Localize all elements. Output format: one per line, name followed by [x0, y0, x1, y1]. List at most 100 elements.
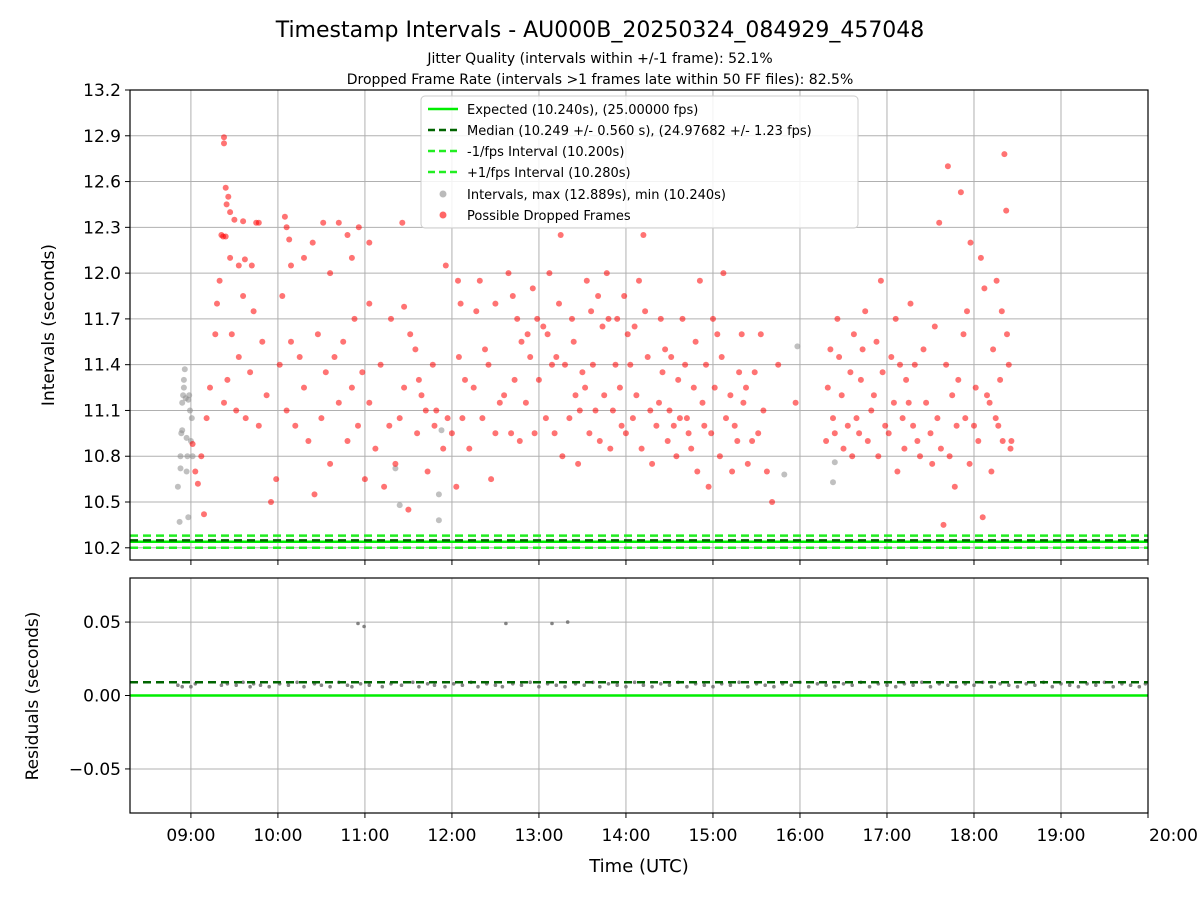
- dropped-frame-point: [586, 430, 593, 437]
- dropped-frame-point: [212, 331, 219, 338]
- dropped-frame-point: [488, 476, 495, 483]
- legend-expected-label: Expected (10.240s), (25.00000 fps): [467, 103, 698, 118]
- dropped-frame-point: [214, 300, 220, 307]
- residual-point: [234, 683, 238, 687]
- residual-point: [1050, 684, 1055, 689]
- dropped-frame-point: [984, 392, 990, 399]
- dropped-frame-point: [335, 399, 342, 406]
- dropped-frame-point: [897, 361, 903, 368]
- dropped-frame-point: [348, 254, 355, 261]
- dropped-frame-point: [885, 430, 892, 437]
- dropped-frame-point: [222, 184, 229, 191]
- dropped-frame-point: [522, 399, 529, 406]
- dropped-frame-point: [207, 384, 213, 391]
- dropped-frame-point: [366, 399, 373, 406]
- dropped-frame-point: [831, 430, 838, 437]
- residual-point: [563, 684, 567, 689]
- chart-title: Timestamp Intervals - AU000B_20250324_08…: [275, 18, 925, 43]
- dropped-frame-point: [981, 285, 988, 292]
- interval-point: [189, 453, 196, 460]
- dropped-frame-point: [640, 232, 647, 238]
- dropped-frame-point: [279, 293, 286, 299]
- y-tick-label: 0.00: [83, 687, 121, 707]
- residual-point: [763, 683, 767, 687]
- dropped-frame-point: [616, 384, 623, 391]
- residual-point: [302, 684, 306, 689]
- dropped-frame-point: [576, 407, 583, 414]
- dropped-frame-point: [572, 392, 579, 399]
- dropped-frame-point: [827, 346, 834, 353]
- dropped-frame-point: [485, 361, 492, 368]
- dropped-frame-point: [546, 270, 553, 277]
- dropped-frame-point: [227, 209, 234, 216]
- residual-point: [248, 684, 252, 689]
- dropped-frame-point: [292, 422, 299, 429]
- dropped-frame-point: [453, 483, 460, 490]
- dropped-frame-point: [975, 438, 982, 444]
- residual-point: [328, 684, 332, 689]
- dropped-frame-point: [990, 346, 997, 353]
- dropped-frame-point: [386, 422, 393, 429]
- dropped-frame-point: [551, 430, 558, 437]
- interval-point: [185, 514, 192, 521]
- dropped-frame-point: [320, 219, 327, 226]
- residual-point: [565, 620, 570, 624]
- dropped-frame-point: [705, 483, 712, 490]
- dropped-frame-point: [755, 430, 762, 437]
- dropped-frame-point: [864, 438, 871, 444]
- interval-point: [183, 434, 190, 441]
- dropped-frame-point: [288, 262, 294, 269]
- dropped-frame-point: [679, 315, 686, 322]
- dropped-frame-point: [259, 338, 266, 345]
- intervals-x-axis: [190, 560, 1149, 565]
- dropped-frame-point: [857, 376, 864, 383]
- dropped-frame-point: [720, 270, 727, 277]
- dropped-frame-point: [221, 134, 227, 141]
- dropped-frame-point: [703, 361, 709, 368]
- interval-point: [176, 518, 183, 525]
- x-tick-label: 15:00: [688, 826, 737, 846]
- dropped-frame-point: [614, 315, 621, 322]
- dropped-frame-point: [511, 376, 518, 383]
- dropped-frame-point: [553, 354, 560, 360]
- interval-point: [179, 427, 186, 434]
- dropped-frame-point: [476, 277, 483, 284]
- residual-point: [615, 683, 619, 687]
- dropped-frame-point: [840, 445, 847, 452]
- dropped-frame-point: [972, 384, 979, 391]
- dropped-frame-point: [850, 331, 857, 338]
- dropped-frame-point: [355, 224, 362, 231]
- dropped-frame-point: [424, 468, 431, 475]
- dropped-frame-point: [853, 415, 860, 422]
- dropped-frame-point: [240, 293, 247, 299]
- residual-point: [989, 684, 994, 689]
- dropped-frame-point: [699, 399, 706, 406]
- dropped-frame-point: [668, 354, 675, 360]
- residual-point: [1033, 683, 1037, 687]
- dropped-frame-point: [743, 384, 749, 391]
- dropped-frame-point: [429, 361, 436, 368]
- dropped-frame-point: [937, 445, 944, 452]
- residual-point: [411, 680, 415, 685]
- interval-point: [180, 376, 187, 383]
- dropped-frame-point: [518, 338, 525, 345]
- residual-point: [1076, 684, 1081, 689]
- dropped-frame-point: [247, 369, 254, 376]
- dropped-frame-point: [388, 315, 394, 322]
- dropped-frame-point: [377, 361, 384, 368]
- dropped-frame-point: [992, 415, 999, 422]
- dropped-frame-point: [740, 399, 747, 406]
- dropped-frame-point: [401, 384, 408, 391]
- dropped-frame-point: [263, 392, 270, 399]
- legend-plus-fps-label: +1/fps Interval (10.280s): [467, 166, 631, 181]
- dropped-frame-point: [473, 308, 480, 315]
- residual-point: [432, 683, 437, 687]
- dropped-frame-point: [255, 422, 262, 429]
- dropped-frame-point: [877, 277, 884, 284]
- intervals-ylabel: Intervals (seconds): [39, 244, 59, 406]
- dropped-frame-point: [457, 300, 464, 307]
- dropped-frame-point: [934, 415, 941, 422]
- dropped-frame-point: [966, 460, 973, 467]
- x-tick-label: 17:00: [862, 826, 911, 846]
- dropped-frame-point: [381, 483, 388, 490]
